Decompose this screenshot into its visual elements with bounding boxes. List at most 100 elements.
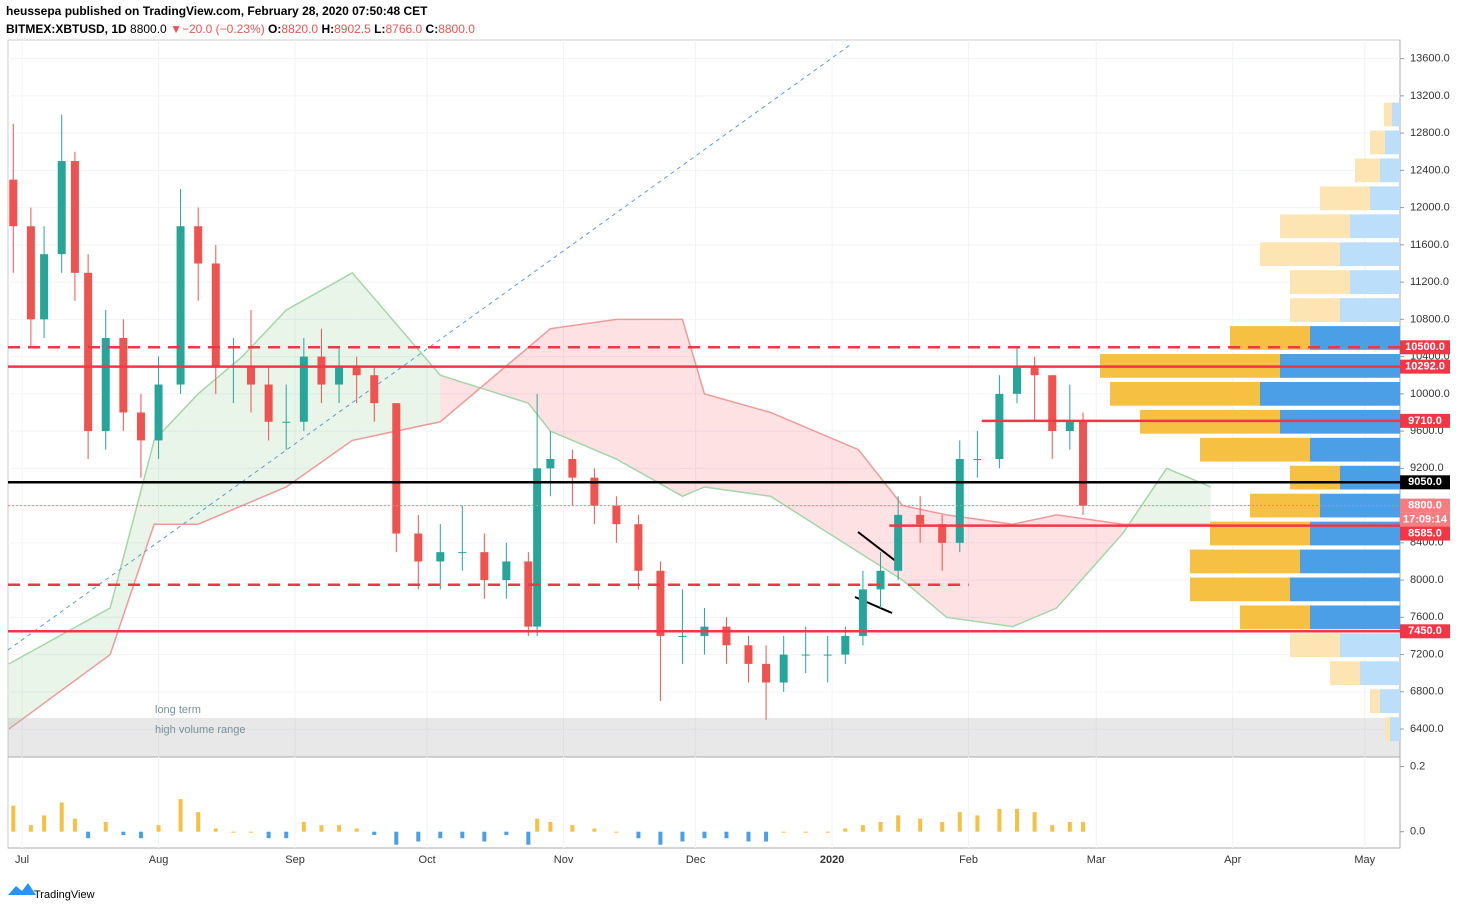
cloud-segment — [110, 440, 155, 655]
price-label-box — [1400, 340, 1450, 355]
y-tick-label: 6800.0 — [1410, 686, 1444, 698]
oscillator-bar — [843, 828, 848, 832]
candle-body — [762, 663, 771, 683]
profile-up — [1310, 326, 1400, 350]
oscillator-bar — [178, 799, 183, 832]
oscillator-bar — [28, 825, 33, 832]
profile-down — [1370, 689, 1380, 714]
profile-up — [1310, 437, 1400, 462]
profile-up — [1340, 633, 1400, 658]
oscillator-bar — [614, 831, 619, 833]
candle-body — [634, 524, 643, 571]
candle-body — [480, 552, 489, 581]
oscillator-bar — [636, 831, 641, 839]
oscillator-bar — [42, 815, 47, 832]
profile-down — [1290, 298, 1340, 322]
profile-down — [1290, 465, 1340, 490]
trendline — [7, 44, 851, 651]
candle-body — [894, 514, 903, 571]
y-tick-label: 7200.0 — [1410, 648, 1444, 660]
profile-down — [1385, 717, 1390, 741]
y-tick-label: 8000.0 — [1410, 574, 1444, 586]
profile-up — [1360, 661, 1400, 686]
cloud-segment — [704, 393, 771, 497]
candle-body — [1048, 375, 1057, 432]
candle-body — [414, 533, 423, 562]
price-label-box — [1400, 512, 1450, 527]
oscillator-bar — [59, 802, 64, 832]
oscillator-bar — [702, 831, 707, 839]
profile-down — [1190, 549, 1300, 574]
volume-range-box — [8, 717, 1400, 757]
profile-down — [1260, 242, 1340, 267]
candle-body — [57, 161, 66, 255]
candle-body — [26, 226, 35, 320]
candle-body — [392, 403, 401, 534]
oscillator-bar — [918, 818, 923, 832]
candle-body — [502, 561, 511, 581]
oscillator-bar — [548, 821, 553, 832]
candle-body — [335, 365, 344, 385]
profile-up — [1350, 270, 1400, 294]
price-label-box — [1400, 413, 1450, 428]
candle-body — [1013, 365, 1022, 394]
profile-up — [1260, 381, 1400, 406]
cloud-segment — [1012, 514, 1057, 627]
profile-down — [1320, 186, 1370, 211]
oscillator-bar — [231, 831, 236, 833]
y-tick-label: 13200.0 — [1410, 90, 1450, 102]
annotation: high volume range — [155, 724, 246, 736]
candle-body — [1079, 421, 1088, 506]
oscillator-bar — [266, 831, 271, 839]
profile-up — [1310, 521, 1400, 546]
price-label: 17:09:14 — [1403, 513, 1448, 525]
candle-body — [590, 477, 599, 506]
y-tick-label: 7600.0 — [1410, 611, 1444, 623]
candle-body — [1065, 421, 1074, 432]
cloud-segment — [154, 393, 199, 525]
profile-down — [1384, 102, 1392, 127]
oscillator-bar — [156, 825, 161, 832]
oscillator-bar — [1067, 821, 1072, 832]
x-tick-label: Sep — [285, 854, 305, 866]
candle-body — [779, 654, 788, 683]
candle-body — [458, 552, 467, 554]
candle-body — [823, 654, 832, 656]
profile-down — [1290, 633, 1340, 658]
profile-up — [1340, 465, 1400, 490]
price-label-box — [1400, 526, 1450, 541]
oscillator-bar — [11, 805, 16, 832]
profile-down — [1210, 521, 1310, 546]
candle-body — [568, 459, 577, 478]
cloud-segment — [1056, 514, 1123, 609]
candle-body — [938, 524, 947, 543]
profile-up — [1370, 186, 1400, 211]
candle-body — [546, 459, 555, 469]
publisher: heussepa published on TradingView.com, F… — [6, 4, 428, 18]
profile-down — [1240, 605, 1310, 630]
oscillator-bar — [658, 831, 663, 845]
oscillator-bar — [504, 831, 509, 835]
oscillator-bar — [416, 831, 421, 842]
oscillator-bar — [1050, 825, 1055, 832]
cloud-segment — [550, 319, 617, 460]
oscillator-bar — [394, 831, 399, 845]
profile-down — [1110, 381, 1260, 406]
candle-body — [247, 365, 256, 385]
cloud-segment — [902, 505, 947, 618]
oscillator-bar — [896, 815, 901, 832]
cloud-segment — [616, 319, 683, 497]
profile-down — [1330, 661, 1360, 686]
price-label-box — [1400, 624, 1450, 639]
x-tick-label: Apr — [1224, 854, 1241, 866]
profile-down — [1190, 577, 1290, 602]
y-tick-label: 11200.0 — [1410, 276, 1449, 288]
oscillator-bar — [249, 831, 254, 833]
oscillator-bar — [138, 831, 143, 839]
profile-down — [1200, 437, 1310, 462]
candle-body — [70, 161, 79, 273]
oscillator-bar — [997, 808, 1002, 832]
candle-body — [211, 263, 220, 366]
oscillator-bar — [1081, 821, 1086, 832]
